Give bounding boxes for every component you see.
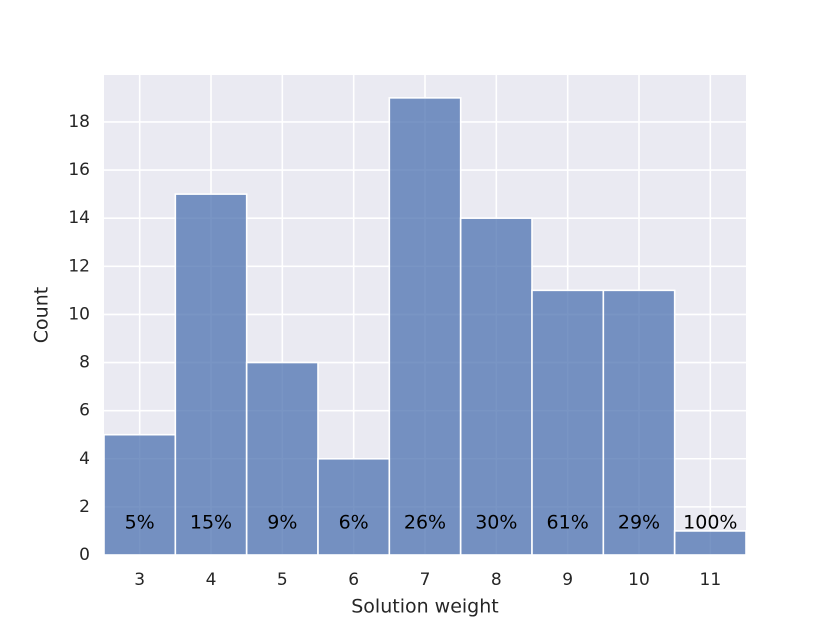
bar (673, 530, 747, 556)
bar-annotation: 100% (683, 512, 737, 534)
bar (531, 289, 605, 556)
x-tick-label: 6 (348, 570, 359, 590)
bar (103, 433, 177, 556)
bar-annotation: 6% (339, 512, 369, 534)
y-tick-label: 18 (68, 112, 90, 132)
y-axis-label: Count (31, 287, 53, 343)
x-axis-label: Solution weight (351, 596, 499, 618)
y-tick-label: 8 (79, 353, 90, 373)
bar (317, 457, 391, 556)
bar (602, 289, 676, 556)
y-tick-label: 0 (79, 545, 90, 565)
x-tick-label: 9 (562, 570, 573, 590)
y-tick-label: 14 (68, 208, 90, 228)
bar-annotation: 29% (618, 512, 660, 534)
bar-annotation: 30% (475, 512, 517, 534)
y-tick-label: 6 (79, 401, 90, 421)
y-tick-label: 16 (68, 160, 90, 180)
bar-annotation: 61% (547, 512, 589, 534)
x-tick-label: 8 (491, 570, 502, 590)
bar-annotation: 15% (190, 512, 232, 534)
bar (245, 361, 319, 556)
x-tick-label: 5 (277, 570, 288, 590)
x-tick-label: 4 (206, 570, 217, 590)
bar-annotation: 26% (404, 512, 446, 534)
x-tick-label: 7 (420, 570, 431, 590)
y-tick-label: 4 (79, 449, 90, 469)
y-tick-label: 2 (79, 497, 90, 517)
x-tick-label: 3 (134, 570, 145, 590)
y-tick-label: 12 (68, 256, 90, 276)
bar-annotation: 5% (125, 512, 155, 534)
bar (174, 193, 248, 556)
x-tick-label: 10 (628, 570, 650, 590)
y-tick-label: 10 (68, 304, 90, 324)
x-tick-label: 11 (700, 570, 722, 590)
bar-annotation: 9% (267, 512, 297, 534)
bar (388, 97, 462, 556)
bar (459, 217, 533, 556)
